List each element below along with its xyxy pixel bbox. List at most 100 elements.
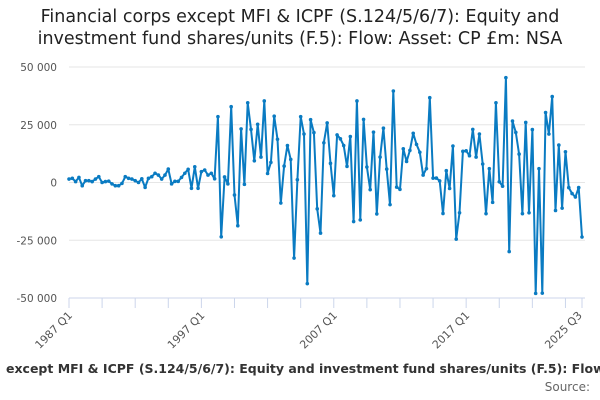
data-point <box>183 171 187 176</box>
data-point <box>427 95 432 100</box>
data-point <box>391 89 396 93</box>
data-point <box>146 176 151 181</box>
data-point <box>103 179 108 184</box>
data-point <box>116 183 121 188</box>
x-tick-label: 2007 Q1 <box>297 309 340 352</box>
data-point <box>507 249 511 254</box>
data-point <box>222 175 227 179</box>
data-point <box>80 183 85 188</box>
data-point <box>351 219 356 224</box>
data-point <box>530 127 535 132</box>
data-point <box>580 235 584 239</box>
data-point <box>398 187 402 192</box>
data-point <box>550 94 555 99</box>
data-point <box>159 177 164 181</box>
data-point <box>249 127 253 132</box>
data-point <box>275 137 280 142</box>
data-point <box>67 177 71 181</box>
data-point <box>467 153 472 158</box>
y-tick-label: 0 <box>50 178 57 190</box>
data-point <box>192 164 197 169</box>
data-point <box>464 149 468 153</box>
data-point <box>262 99 267 103</box>
data-point <box>341 143 346 148</box>
data-point <box>113 183 118 188</box>
data-point <box>454 237 459 241</box>
data-point <box>255 122 260 127</box>
data-point <box>371 130 376 134</box>
data-point <box>381 126 386 131</box>
y-tick-label: 50 000 <box>20 62 57 74</box>
data-point <box>259 155 263 159</box>
data-point <box>560 206 564 210</box>
data-point <box>345 164 349 169</box>
data-point <box>331 193 336 198</box>
data-point <box>252 158 257 163</box>
data-point <box>123 174 128 179</box>
data-point <box>143 185 147 190</box>
data-point <box>285 143 290 148</box>
data-point <box>305 281 310 286</box>
data-point <box>318 231 323 235</box>
data-point <box>133 178 137 183</box>
data-point <box>461 149 465 154</box>
data-point <box>216 114 220 119</box>
data-point <box>288 157 293 162</box>
data-point <box>447 186 452 191</box>
data-point <box>163 173 167 177</box>
data-point <box>424 166 429 171</box>
data-point <box>312 130 316 135</box>
data-point <box>315 207 320 211</box>
footer-title: except MFI & ICPF (S.124/5/6/7): Equity … <box>6 361 600 376</box>
data-point <box>196 186 200 191</box>
data-point <box>166 167 171 171</box>
source-label: Source: <box>544 380 590 394</box>
data-point <box>408 148 412 153</box>
y-tick-label: 25 000 <box>20 120 57 132</box>
data-point <box>348 134 353 139</box>
data-point <box>527 210 531 215</box>
data-point <box>279 201 283 205</box>
data-point <box>173 179 177 184</box>
data-point <box>110 182 114 186</box>
data-point <box>298 114 303 119</box>
data-point <box>358 218 363 222</box>
data-point <box>235 223 240 228</box>
data-point <box>219 234 224 239</box>
data-point <box>573 195 578 199</box>
y-tick-label: -25 000 <box>16 235 57 247</box>
data-point <box>368 187 372 192</box>
data-point <box>520 211 525 216</box>
data-point <box>540 291 545 295</box>
data-point <box>126 176 131 181</box>
data-point <box>404 159 409 164</box>
data-point <box>338 137 343 141</box>
data-point <box>229 104 233 109</box>
data-point <box>202 168 207 172</box>
x-tick-label: 2025 Q3 <box>542 309 585 352</box>
data-point <box>563 149 568 154</box>
data-point <box>302 132 306 136</box>
data-point <box>355 99 359 103</box>
data-point <box>140 177 144 181</box>
data-point <box>206 173 210 177</box>
data-point <box>73 179 78 184</box>
chart-title: Financial corps except MFI & ICPF (S.124… <box>37 7 563 49</box>
data-point <box>384 167 389 171</box>
data-point <box>557 143 561 147</box>
data-point <box>421 173 425 177</box>
data-point <box>100 180 104 185</box>
data-point <box>487 166 492 171</box>
data-point <box>212 177 217 181</box>
data-point <box>437 179 442 183</box>
data-point <box>480 162 485 166</box>
data-point <box>186 167 190 172</box>
y-tick-label: -50 000 <box>16 293 57 305</box>
data-point <box>106 179 111 183</box>
data-point <box>96 174 101 179</box>
data-point <box>295 177 300 182</box>
series-line <box>68 76 583 295</box>
data-point <box>514 130 518 135</box>
data-point <box>239 127 243 131</box>
